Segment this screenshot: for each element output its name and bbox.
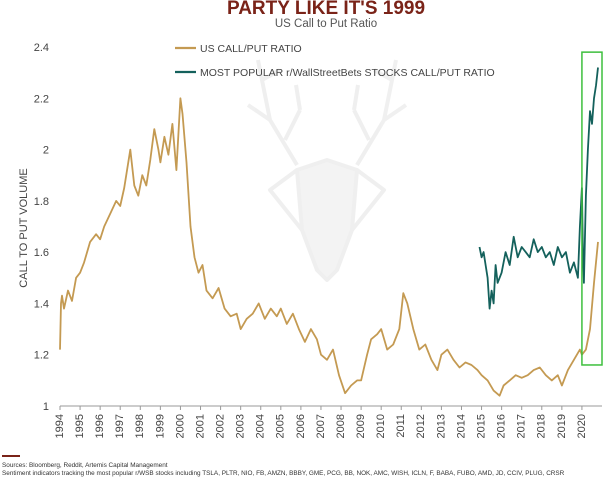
chart-subtitle: US Call to Put Ratio bbox=[275, 18, 377, 30]
x-tick-label: 2005 bbox=[275, 414, 287, 438]
x-tick-label: 2011 bbox=[395, 414, 407, 438]
sentiment-note: Sentiment indicators tracking the most p… bbox=[2, 470, 565, 477]
x-tick-label: 2017 bbox=[516, 414, 528, 438]
x-tick-label: 2001 bbox=[194, 414, 206, 438]
x-tick-label: 1996 bbox=[94, 414, 106, 438]
y-tick-label: 1 bbox=[43, 401, 49, 413]
x-tick-label: 1994 bbox=[54, 414, 66, 438]
x-tick-label: 2000 bbox=[174, 414, 186, 438]
stag-head-logo bbox=[246, 59, 408, 282]
x-tick-label: 2007 bbox=[315, 414, 327, 438]
x-tick-label: 2004 bbox=[255, 414, 267, 438]
us-call-put-line bbox=[59, 97, 599, 397]
x-tick-label: 1998 bbox=[134, 414, 146, 438]
x-tick-label: 2014 bbox=[455, 414, 467, 438]
x-tick-label: 2003 bbox=[235, 414, 247, 438]
y-tick-label: 2.2 bbox=[34, 93, 49, 105]
footer-rule bbox=[2, 455, 20, 457]
y-tick-label: 1.8 bbox=[34, 196, 49, 208]
sources-note: Sources: Bloomberg, Reddit, Artemis Capi… bbox=[2, 462, 168, 469]
y-tick-label: 1.4 bbox=[34, 298, 49, 310]
x-tick-label: 2002 bbox=[214, 414, 226, 438]
legend-label: MOST POPULAR r/WallStreetBets STOCKS CAL… bbox=[200, 67, 495, 79]
y-axis-label: CALL TO PUT VOLUME bbox=[18, 168, 30, 287]
y-tick-label: 1.6 bbox=[34, 247, 49, 259]
x-tick-label: 2019 bbox=[556, 414, 568, 438]
highlight-box bbox=[581, 51, 603, 366]
chart: PARTY LIKE IT'S 1999 US Call to Put Rati… bbox=[18, 0, 603, 438]
x-tick-label: 2016 bbox=[496, 414, 508, 438]
x-tick-label: 1997 bbox=[114, 414, 126, 438]
x-tick-label: 2010 bbox=[375, 414, 387, 438]
x-tick-label: 2015 bbox=[475, 414, 487, 438]
x-tick-label: 2009 bbox=[355, 414, 367, 438]
x-tick-label: 2020 bbox=[576, 414, 588, 438]
x-tick-label: 2018 bbox=[536, 414, 548, 438]
y-tick-label: 1.2 bbox=[34, 350, 49, 362]
y-tick-label: 2.4 bbox=[34, 42, 49, 54]
y-tick-label: 2 bbox=[43, 145, 49, 157]
chart-title: PARTY LIKE IT'S 1999 bbox=[227, 0, 425, 19]
x-tick-label: 1999 bbox=[154, 414, 166, 438]
x-tick-label: 1995 bbox=[74, 414, 86, 438]
x-tick-label: 2013 bbox=[435, 414, 447, 438]
x-tick-label: 2012 bbox=[415, 414, 427, 438]
legend-label: US CALL/PUT RATIO bbox=[200, 43, 302, 55]
x-tick-label: 2008 bbox=[335, 414, 347, 438]
wsb-call-put-line bbox=[478, 67, 599, 310]
x-tick-label: 2006 bbox=[295, 414, 307, 438]
